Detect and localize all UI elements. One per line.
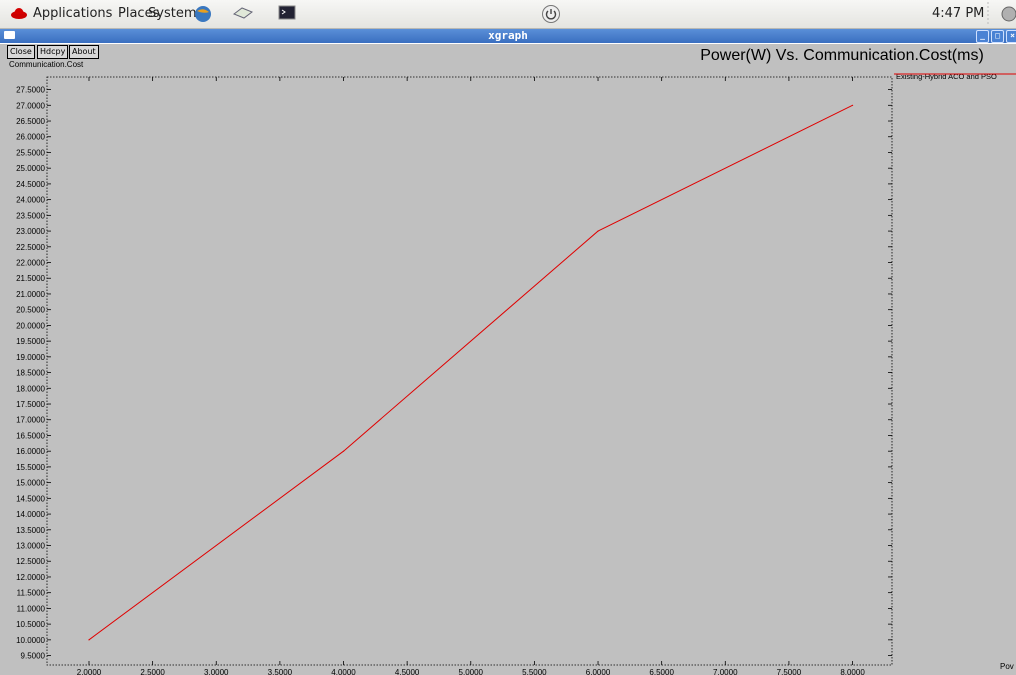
y-tick-label: 25.5000 [16, 148, 45, 157]
legend: Existing-Hybrid ACO and PSO [894, 72, 1016, 81]
y-tick-label: 11.5000 [17, 589, 46, 598]
x-tick-label: 6.5000 [649, 668, 674, 675]
y-tick-label: 16.0000 [16, 447, 45, 456]
y-tick-label: 22.0000 [16, 259, 45, 268]
x-tick-label: 6.0000 [586, 668, 611, 675]
data-point [851, 104, 854, 106]
y-tick-label: 18.5000 [16, 369, 45, 378]
browser-icon[interactable] [194, 5, 212, 28]
clock[interactable]: 4:47 PM [932, 6, 985, 21]
y-tick-label: 25.0000 [16, 164, 45, 173]
y-tick-label: 26.0000 [16, 133, 45, 142]
x-tick-label: 4.0000 [331, 668, 356, 675]
about-button[interactable]: About [69, 45, 99, 59]
y-tick-label: 15.5000 [16, 463, 45, 472]
y-tick-label: 27.0000 [16, 101, 45, 110]
y-tick-label: 26.5000 [16, 117, 45, 126]
y-axis-label: Communication.Cost [9, 60, 84, 69]
y-tick-label: 20.5000 [16, 306, 45, 315]
close-button[interactable]: Close [7, 45, 35, 59]
y-tick-label: 16.5000 [16, 431, 45, 440]
xgraph-window: Close Hdcpy About Power(W) Vs. Communica… [0, 44, 1016, 675]
legend-label: Existing-Hybrid ACO and PSO [896, 72, 997, 81]
x-tick-label: 4.5000 [395, 668, 420, 675]
x-tick-label: 3.5000 [268, 668, 293, 675]
top-panel: Applications Places System 4:47 PM [0, 0, 1016, 29]
y-tick-label: 14.0000 [16, 510, 45, 519]
series-group [88, 104, 854, 641]
y-tick-label: 19.5000 [16, 337, 45, 346]
y-tick-label: 19.0000 [16, 353, 45, 362]
y-tick-label: 24.0000 [16, 196, 45, 205]
redhat-icon[interactable] [10, 6, 28, 25]
mail-icon[interactable] [232, 6, 254, 25]
minimize-icon[interactable]: _ [976, 30, 989, 43]
y-tick-label: 23.5000 [16, 211, 45, 220]
x-tick-label: 2.5000 [140, 668, 165, 675]
applications-menu[interactable]: Applications [33, 6, 113, 21]
y-tick-label: 11.0000 [17, 604, 46, 613]
y-tick-label: 27.5000 [16, 86, 45, 95]
y-tick-label: 24.5000 [16, 180, 45, 189]
network-icon[interactable] [1000, 6, 1016, 27]
y-tick-label: 12.5000 [16, 557, 45, 566]
x-tick-label: 2.0000 [77, 668, 102, 675]
y-tick-label: 9.5000 [21, 652, 46, 661]
panel-separator [986, 2, 990, 29]
x-axis: 2.0000 2.5000 3.0000 3.5000 4.0000 4.5000 5.00… [77, 77, 865, 675]
y-tick-label: 12.0000 [16, 573, 45, 582]
terminal-icon[interactable] [278, 5, 296, 26]
series-line [88, 104, 853, 641]
window-titlebar[interactable]: xgraph _ □ × [0, 29, 1016, 43]
y-tick-label: 20.0000 [16, 321, 45, 330]
y-tick-label: 23.0000 [16, 227, 45, 236]
y-tick-label: 10.5000 [16, 620, 45, 629]
data-point [597, 230, 599, 232]
y-tick-label: 15.0000 [16, 479, 45, 488]
x-tick-label: 5.0000 [459, 668, 484, 675]
y-tick-label: 21.0000 [16, 290, 45, 299]
y-tick-label: 10.0000 [16, 636, 45, 645]
y-axis: 9.5000 10.0000 10.5000 11.0000 11.5000 12.000… [16, 86, 892, 661]
places-menu[interactable]: Places [118, 6, 160, 21]
chart-title: Power(W) Vs. Communication.Cost(ms) [700, 47, 984, 64]
y-tick-label: 21.5000 [16, 274, 45, 283]
system-menu[interactable]: System [148, 6, 197, 21]
power-icon[interactable] [541, 4, 561, 29]
data-point [88, 639, 90, 641]
y-tick-label: 18.0000 [16, 384, 45, 393]
x-tick-label: 7.5000 [777, 668, 802, 675]
y-tick-label: 17.0000 [16, 416, 45, 425]
y-tick-label: 13.0000 [16, 542, 45, 551]
window-title: xgraph [488, 29, 528, 42]
close-window-icon[interactable]: × [1006, 30, 1016, 43]
maximize-icon[interactable]: □ [991, 30, 1004, 43]
x-axis-label: Pov [1000, 662, 1014, 671]
y-tick-label: 22.5000 [16, 243, 45, 252]
x-tick-label: 5.5000 [522, 668, 547, 675]
window-menu-icon[interactable] [4, 31, 15, 39]
x-tick-label: 3.0000 [204, 668, 229, 675]
y-tick-label: 17.5000 [16, 400, 45, 409]
y-tick-label: 13.5000 [16, 526, 45, 535]
y-tick-label: 14.5000 [16, 494, 45, 503]
x-tick-label: 7.0000 [713, 668, 738, 675]
data-point [342, 450, 345, 452]
hdcpy-button[interactable]: Hdcpy [37, 45, 69, 59]
chart: Power(W) Vs. Communication.Cost(ms) Comm… [9, 47, 1016, 675]
x-tick-label: 8.0000 [840, 668, 865, 675]
plot-frame [46, 76, 893, 666]
